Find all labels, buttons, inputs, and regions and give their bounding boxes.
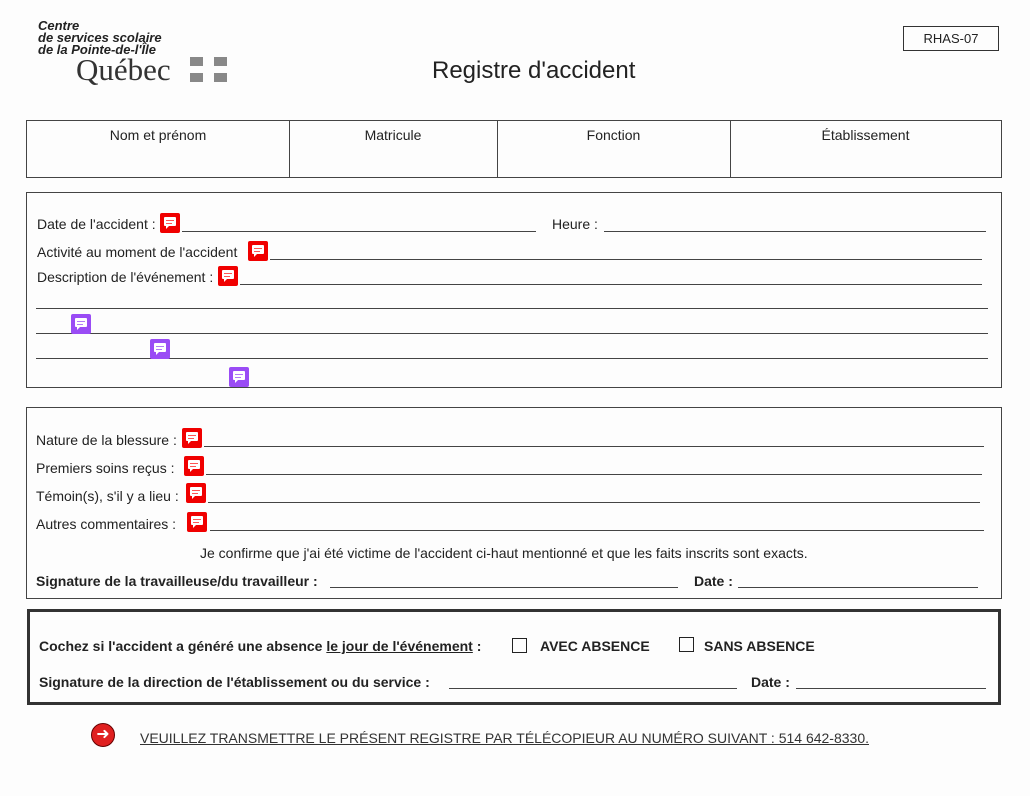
with-absence-label: AVEC ABSENCE	[540, 638, 650, 654]
absence-label: Cochez si l'accident a généré une absenc…	[39, 638, 482, 654]
form-code: RHAS-07	[903, 26, 999, 51]
employee-table: Nom et prénom Matricule Fonction Établis…	[26, 120, 1002, 178]
direction-section	[27, 609, 1001, 705]
without-absence-checkbox[interactable]	[679, 637, 694, 652]
comment-icon[interactable]	[160, 213, 180, 233]
activity-label: Activité au moment de l'accident	[37, 244, 238, 260]
worker-date-field[interactable]	[738, 587, 978, 588]
page-title: Registre d'accident	[432, 57, 636, 84]
accident-date-field[interactable]	[182, 231, 536, 232]
comment-icon[interactable]	[186, 483, 206, 503]
arrow-right-icon: ➜	[91, 723, 115, 747]
direction-date-field[interactable]	[796, 688, 986, 689]
comment-icon[interactable]	[71, 314, 91, 334]
column-function[interactable]: Fonction	[586, 127, 641, 143]
activity-field[interactable]	[270, 259, 982, 260]
injury-section	[26, 407, 1002, 599]
witness-field[interactable]	[208, 502, 980, 503]
witness-label: Témoin(s), s'il y a lieu :	[36, 488, 179, 504]
comment-icon[interactable]	[182, 428, 202, 448]
injury-nature-label: Nature de la blessure :	[36, 432, 177, 448]
org-name-line2: de services scolaire	[38, 30, 162, 45]
accident-section	[26, 192, 1002, 388]
org-name-line3: de la Pointe-de-l'Île	[38, 42, 156, 57]
comment-icon[interactable]	[187, 512, 207, 532]
time-label: Heure :	[552, 216, 598, 232]
worker-date-label: Date :	[694, 573, 733, 589]
description-line[interactable]	[36, 358, 988, 359]
comment-icon[interactable]	[248, 241, 268, 261]
column-establishment[interactable]: Établissement	[821, 127, 910, 143]
first-aid-field[interactable]	[206, 474, 982, 475]
comment-icon[interactable]	[150, 339, 170, 359]
time-field[interactable]	[604, 231, 986, 232]
first-aid-label: Premiers soins reçus :	[36, 460, 175, 476]
accident-date-label: Date de l'accident :	[37, 216, 156, 232]
comment-icon[interactable]	[218, 266, 238, 286]
description-field[interactable]	[240, 284, 982, 285]
org-name-line1: Centre	[38, 18, 80, 33]
direction-date-label: Date :	[751, 674, 790, 690]
quebec-logo: Québec	[76, 52, 171, 87]
description-label: Description de l'événement :	[37, 269, 214, 285]
worker-signature-label: Signature de la travailleuse/du travaill…	[36, 573, 318, 589]
column-name[interactable]: Nom et prénom	[109, 127, 207, 143]
direction-signature-field[interactable]	[449, 688, 737, 689]
fax-instruction: VEUILLEZ TRANSMETTRE LE PRÉSENT REGISTRE…	[140, 730, 869, 746]
comment-icon[interactable]	[184, 456, 204, 476]
with-absence-checkbox[interactable]	[512, 638, 527, 653]
confirmation-text: Je confirme que j'ai été victime de l'ac…	[200, 545, 808, 561]
worker-signature-field[interactable]	[330, 587, 678, 588]
direction-signature-label: Signature de la direction de l'établisse…	[39, 674, 430, 690]
comment-icon[interactable]	[229, 367, 249, 387]
without-absence-label: SANS ABSENCE	[704, 638, 815, 654]
description-line[interactable]	[36, 333, 988, 334]
quebec-flag-icon	[190, 57, 232, 85]
column-employee-id[interactable]: Matricule	[364, 127, 422, 143]
comments-label: Autres commentaires :	[36, 516, 177, 532]
comments-field[interactable]	[210, 530, 984, 531]
description-line[interactable]	[36, 308, 988, 309]
injury-nature-field[interactable]	[204, 446, 984, 447]
